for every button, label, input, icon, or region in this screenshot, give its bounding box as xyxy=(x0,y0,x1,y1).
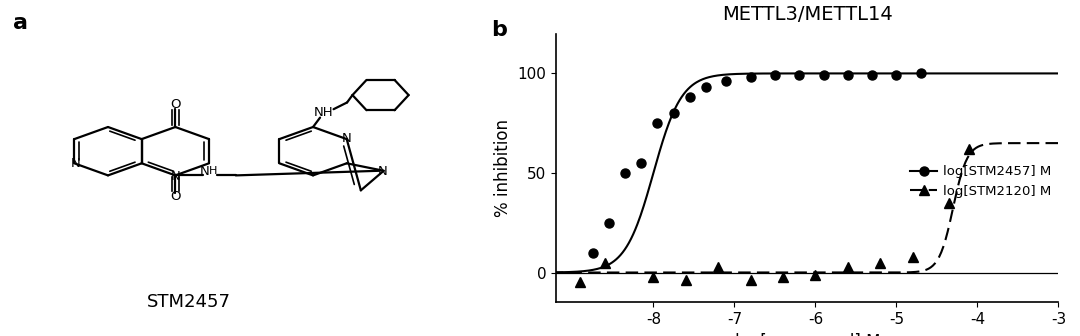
Text: N: N xyxy=(70,157,80,170)
Text: N: N xyxy=(200,165,210,178)
Text: a: a xyxy=(13,13,28,34)
Text: H: H xyxy=(208,166,217,176)
X-axis label: log[compound] M: log[compound] M xyxy=(734,333,880,336)
Text: NH: NH xyxy=(314,106,334,119)
Y-axis label: % inhibition: % inhibition xyxy=(494,119,512,217)
Legend: log[STM2457] M, log[STM2120] M: log[STM2457] M, log[STM2120] M xyxy=(905,160,1057,203)
Text: N: N xyxy=(342,132,352,145)
Text: N: N xyxy=(171,170,180,182)
Text: b: b xyxy=(491,20,507,40)
Text: O: O xyxy=(170,98,180,111)
Text: N: N xyxy=(378,165,388,178)
Title: METTL3/METTL14: METTL3/METTL14 xyxy=(721,5,893,24)
Text: STM2457: STM2457 xyxy=(147,293,231,311)
Text: O: O xyxy=(170,191,180,203)
